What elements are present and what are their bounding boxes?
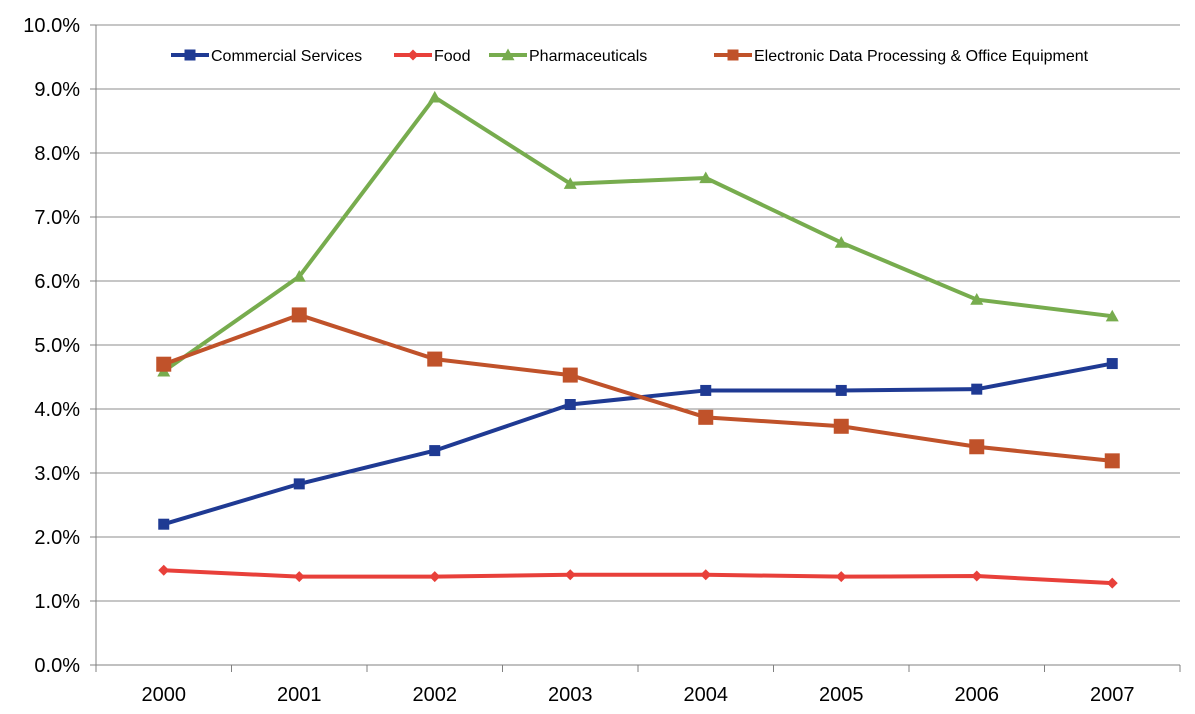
data-point: [835, 384, 847, 396]
data-point: [835, 571, 847, 583]
series-3: [156, 307, 1120, 469]
data-point: [293, 478, 305, 490]
x-tick-label: 2007: [1090, 684, 1135, 706]
data-point: [563, 177, 577, 189]
data-point: [564, 399, 576, 411]
legend-item: Electronic Data Processing & Office Equi…: [714, 48, 1089, 65]
y-tick-label: 2.0%: [34, 527, 80, 549]
legend-label: Commercial Services: [211, 48, 362, 65]
data-point: [292, 270, 306, 282]
x-tick-label: 2003: [548, 684, 593, 706]
y-axis-ticks: 0.0% 1.0% 2.0% 3.0% 4.0% 5.0% 6.0% 7.0% 8.0% 9.0%…: [23, 15, 96, 677]
legend: Commercial Services Food Pharmaceuticals El…: [171, 48, 1089, 65]
data-point: [564, 569, 576, 581]
data-point: [407, 49, 419, 61]
data-point: [427, 351, 443, 367]
series-1: [158, 564, 1118, 589]
y-tick-label: 3.0%: [34, 463, 80, 485]
data-point: [429, 571, 441, 583]
data-point: [158, 564, 170, 576]
legend-item: Commercial Services: [171, 48, 362, 65]
data-point: [699, 171, 713, 184]
data-point: [158, 518, 170, 530]
data-point: [293, 571, 305, 583]
legend-label: Food: [434, 48, 470, 65]
y-tick-label: 0.0%: [34, 655, 80, 677]
data-point: [970, 293, 984, 305]
series-2: [157, 90, 1119, 377]
legend-item: Pharmaceuticals: [489, 48, 647, 65]
x-tick-label: 2000: [142, 684, 187, 706]
data-point: [428, 90, 442, 103]
x-tick-label: 2002: [413, 684, 458, 706]
x-tick-label: 2006: [955, 684, 1000, 706]
data-point: [700, 384, 712, 396]
y-tick-label: 5.0%: [34, 335, 80, 357]
data-point: [833, 418, 849, 434]
y-tick-label: 8.0%: [34, 143, 80, 165]
data-point: [429, 445, 441, 457]
data-point: [501, 48, 515, 61]
legend-item: Food: [394, 48, 470, 65]
data-point: [727, 49, 739, 61]
y-tick-label: 10.0%: [23, 15, 80, 37]
x-tick-label: 2004: [684, 684, 729, 706]
data-point: [1104, 453, 1120, 469]
data-point: [1106, 358, 1118, 370]
data-point: [969, 439, 985, 455]
x-tick-label: 2005: [819, 684, 864, 706]
series-line: [163, 312, 1113, 463]
x-tick-label: 2001: [277, 684, 322, 706]
legend-label: Pharmaceuticals: [529, 48, 647, 65]
series-line: [163, 568, 1113, 586]
data-point: [971, 383, 983, 395]
data-point: [291, 307, 307, 323]
y-tick-label: 6.0%: [34, 271, 80, 293]
data-point: [834, 236, 848, 248]
y-tick-label: 7.0%: [34, 207, 80, 229]
y-tick-label: 1.0%: [34, 591, 80, 613]
data-point: [562, 367, 578, 383]
series-lines: [156, 90, 1120, 589]
data-point: [1106, 577, 1118, 589]
series-line: [162, 95, 1113, 373]
data-point: [184, 49, 196, 61]
y-tick-label: 4.0%: [34, 399, 80, 421]
data-point: [156, 356, 172, 372]
y-tick-label: 9.0%: [34, 79, 80, 101]
data-point: [971, 570, 983, 582]
legend-label: Electronic Data Processing & Office Equi…: [754, 48, 1089, 65]
data-point: [698, 409, 714, 425]
x-axis-ticks: 2000 2001 2002 2003 2004 2005 2006 2007: [95, 665, 1181, 706]
data-point: [1105, 309, 1119, 322]
gridlines: [96, 24, 1180, 602]
data-point: [700, 569, 712, 581]
